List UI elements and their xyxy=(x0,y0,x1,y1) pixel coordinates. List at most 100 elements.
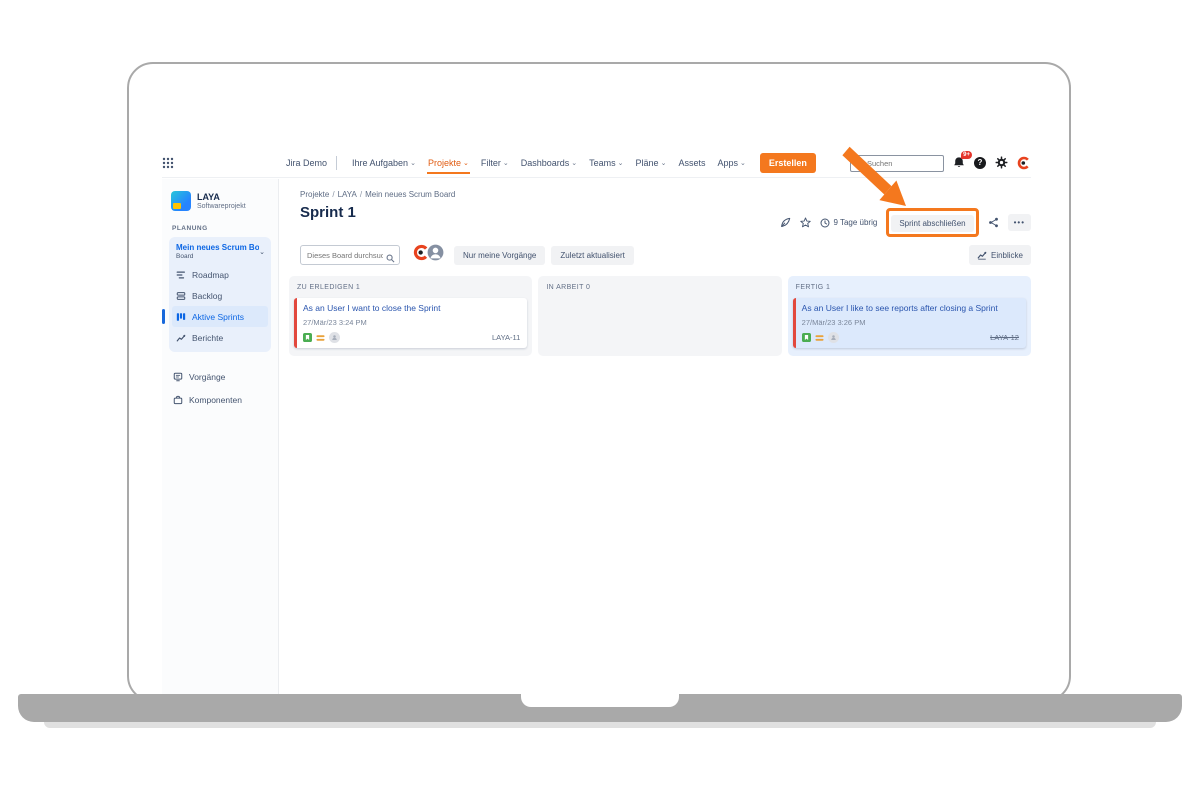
nav-item-teams[interactable]: Teams ⌄ xyxy=(589,157,624,168)
project-header[interactable]: LAYA Softwareprojekt xyxy=(171,191,271,211)
nav-divider xyxy=(336,155,338,170)
board-switcher-name: Mein neues Scrum Boa... xyxy=(176,243,260,252)
roadmap-icon xyxy=(176,270,185,279)
chevron-down-icon: ⌄ xyxy=(502,159,509,167)
breadcrumb: Projekte / LAYA / Mein neues Scrum Board xyxy=(300,190,456,199)
insights-button[interactable]: Einblicke xyxy=(968,245,1031,265)
priority-medium-icon xyxy=(316,334,325,341)
chart-icon xyxy=(176,334,186,341)
story-type-icon xyxy=(303,333,312,343)
column-in-arbeit: IN ARBEIT 0 xyxy=(538,276,782,356)
chevron-down-icon: ⌄ xyxy=(617,159,624,167)
column-header: FERTIG 1 xyxy=(795,284,831,291)
chevron-down-icon: ⌄ xyxy=(462,159,469,167)
sprint-board: ZU ERLEDIGEN 1 As an User I want to clos… xyxy=(289,276,1031,356)
nav-item-filter[interactable]: Filter ⌄ xyxy=(480,157,509,168)
brand-title: Jira Demo xyxy=(286,157,328,168)
assignee-avatar[interactable] xyxy=(827,332,839,344)
laptop-base-shadow xyxy=(44,722,1156,728)
project-name: LAYA xyxy=(197,192,220,203)
laptop-screen-bezel: Jira Demo Ihre Aufgaben ⌄ Projekte ⌄ Filte… xyxy=(127,62,1071,702)
sprint-days-remaining: 9 Tage übrig xyxy=(820,217,877,228)
jira-app-window: Jira Demo Ihre Aufgaben ⌄ Projekte ⌄ Filte… xyxy=(129,64,1069,700)
board-icon xyxy=(176,312,186,321)
board-main-area: Projekte / LAYA / Mein neues Scrum Board Spr… xyxy=(279,179,1033,700)
account-avatar-logo[interactable] xyxy=(1017,156,1031,170)
sidebar-section-planning: PLANUNG xyxy=(172,225,208,232)
issues-icon xyxy=(173,372,183,381)
recently-updated-button[interactable]: Zuletzt aktualisiert xyxy=(551,245,634,265)
sidebar-item-berichte[interactable]: Berichte xyxy=(172,327,268,348)
project-avatar xyxy=(171,191,191,211)
search-icon xyxy=(854,156,863,174)
backlog-icon xyxy=(176,291,186,300)
annotation-highlight-box: Sprint abschließen xyxy=(886,208,979,237)
laptop-base-notch xyxy=(521,694,679,707)
sidebar-item-vorgaenge[interactable]: Vorgänge xyxy=(169,366,271,387)
sidebar-item-backlog[interactable]: Backlog xyxy=(172,285,268,306)
priority-medium-icon xyxy=(815,334,824,341)
project-sidebar: LAYA Softwareprojekt PLANUNG Mein neues … xyxy=(162,179,279,700)
clock-icon xyxy=(820,217,830,228)
feedback-quill-icon[interactable] xyxy=(780,217,791,228)
board-toolbar: Nur meine Vorgänge Zuletzt aktualisiert … xyxy=(300,244,1031,266)
issue-key: LAYA-11 xyxy=(491,333,521,343)
complete-sprint-button[interactable]: Sprint abschließen xyxy=(891,215,974,232)
notifications-button[interactable]: 9+ xyxy=(953,151,972,169)
column-fertig: FERTIG 1 As an User I like to see report… xyxy=(787,276,1031,356)
chevron-down-icon: ⌄ xyxy=(739,159,746,167)
board-switcher-sub: Board xyxy=(176,253,194,260)
issue-card-laya-11[interactable]: As an User I want to close the Sprint 27… xyxy=(294,298,528,349)
sidebar-item-komponenten[interactable]: Komponenten xyxy=(169,389,271,410)
project-type: Softwareprojekt xyxy=(197,202,246,210)
search-icon xyxy=(386,250,395,268)
global-search xyxy=(850,153,944,172)
nav-item-apps[interactable]: Apps ⌄ xyxy=(717,157,746,168)
chevron-down-icon: ⌄ xyxy=(571,159,578,167)
sidebar-item-aktive-sprints[interactable]: Aktive Sprints xyxy=(162,306,268,327)
board-search xyxy=(300,245,400,266)
planning-group: Mein neues Scrum Boa... Board ⌄ Roadmap … xyxy=(162,237,271,352)
card-summary: As an User I like to see reports after c… xyxy=(801,303,998,313)
card-date: 27/Mär/23 3:26 PM xyxy=(801,318,866,328)
only-my-issues-button[interactable]: Nur meine Vorgänge xyxy=(454,245,546,265)
create-button[interactable]: Erstellen xyxy=(759,152,816,173)
column-header: IN ARBEIT 0 xyxy=(546,284,591,291)
column-header: ZU ERLEDIGEN 1 xyxy=(297,284,361,291)
card-date: 27/Mär/23 3:24 PM xyxy=(303,318,367,328)
breadcrumb-projekte[interactable]: Projekte xyxy=(300,190,330,199)
board-member-avatars xyxy=(413,244,444,266)
issue-key: LAYA-12 xyxy=(990,333,1019,343)
member-avatar-person[interactable] xyxy=(427,244,444,266)
card-summary: As an User I want to close the Sprint xyxy=(303,303,441,313)
more-actions-button[interactable]: ••• xyxy=(1007,214,1031,231)
top-navigation-bar: Jira Demo Ihre Aufgaben ⌄ Projekte ⌄ Filte… xyxy=(162,148,1031,178)
nav-item-projekte[interactable]: Projekte ⌄ xyxy=(426,152,470,174)
insights-chart-icon xyxy=(977,251,987,260)
nav-item-ihre-aufgaben[interactable]: Ihre Aufgaben ⌄ xyxy=(352,157,416,168)
assignee-avatar[interactable] xyxy=(329,332,340,344)
board-search-input[interactable] xyxy=(300,245,400,266)
issue-card-laya-12[interactable]: As an User I like to see reports after c… xyxy=(792,298,1026,349)
global-search-input[interactable] xyxy=(850,155,944,172)
components-icon xyxy=(173,395,183,404)
nav-item-plaene[interactable]: Pläne ⌄ xyxy=(635,157,667,168)
breadcrumb-laya[interactable]: LAYA xyxy=(337,190,357,199)
star-favorite-icon[interactable] xyxy=(800,217,812,228)
nav-item-assets[interactable]: Assets xyxy=(678,157,706,168)
story-type-icon xyxy=(801,333,811,343)
nav-item-dashboards[interactable]: Dashboards ⌄ xyxy=(520,157,578,168)
help-button[interactable]: ? xyxy=(974,156,986,169)
breadcrumb-board[interactable]: Mein neues Scrum Board xyxy=(365,190,456,199)
member-avatar-logo[interactable] xyxy=(413,244,430,266)
chevron-down-icon: ⌄ xyxy=(259,248,265,256)
chevron-down-icon: ⌄ xyxy=(410,159,416,167)
notification-badge: 9+ xyxy=(961,151,972,159)
sidebar-item-roadmap[interactable]: Roadmap xyxy=(172,264,268,285)
column-zu-erledigen: ZU ERLEDIGEN 1 As an User I want to clos… xyxy=(289,276,533,356)
share-icon[interactable] xyxy=(988,217,999,228)
settings-gear-icon[interactable] xyxy=(995,156,1008,169)
bell-icon xyxy=(954,157,964,167)
board-switcher[interactable]: Mein neues Scrum Boa... Board ⌄ xyxy=(172,240,268,264)
app-switcher-icon[interactable] xyxy=(162,157,174,169)
